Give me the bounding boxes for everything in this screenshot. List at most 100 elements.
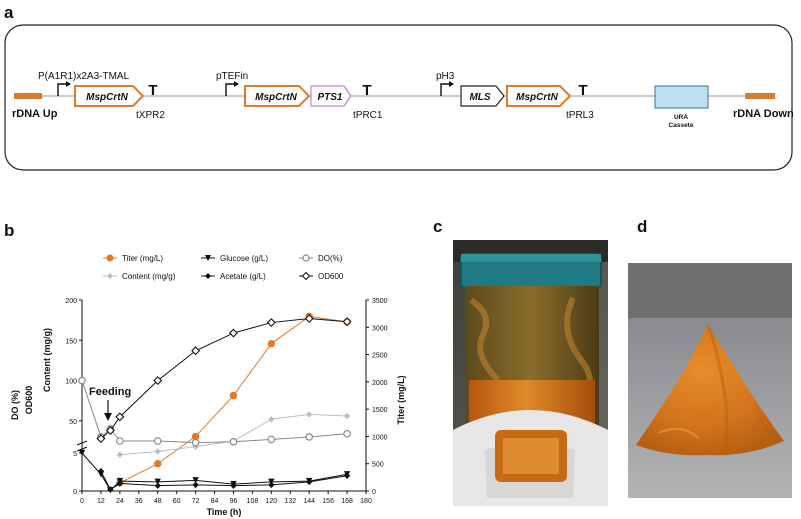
ura-label-line1: URA — [674, 114, 688, 121]
x-tick-label: 24 — [116, 498, 124, 505]
gene3-label: MLS — [469, 92, 490, 103]
y-axis-title-do: DO (%) — [10, 390, 20, 420]
ura-label-line2: Cassete — [669, 122, 694, 129]
promoter3-arrowhead-icon — [449, 81, 454, 87]
point-content-mg-g — [154, 448, 161, 455]
point-glucose-g-l — [154, 478, 161, 486]
x-tick-label: 156 — [322, 498, 334, 505]
point-od600 — [105, 426, 115, 436]
promoter2-label: pTEFin — [216, 71, 248, 82]
x-tick-label: 168 — [341, 498, 353, 505]
right-tick-label: 500 — [372, 462, 384, 469]
right-tick-label: 1500 — [372, 407, 388, 414]
point-od600 — [115, 412, 125, 422]
right-tick-label: 2000 — [372, 380, 388, 387]
point-do — [343, 429, 351, 438]
series-line-glucose-g-l — [81, 452, 348, 492]
terminator1-label: tXPR2 — [136, 110, 165, 121]
x-tick-label: 72 — [192, 498, 200, 505]
axis-break-mark — [76, 446, 88, 452]
point-acetate-g-l — [107, 486, 114, 493]
x-tick-label: 0 — [80, 498, 84, 505]
point-od600 — [266, 318, 276, 328]
legend-marker — [302, 254, 310, 262]
right-tick-label: 1000 — [372, 434, 388, 441]
construct-frame — [4, 24, 793, 171]
point-acetate-g-l — [230, 482, 237, 489]
point-do — [229, 438, 238, 446]
legend-label: Titer (mg/L) — [122, 254, 163, 263]
ura-cassette-box — [654, 85, 709, 109]
point-titer-mg-l — [191, 432, 200, 441]
legend-marker — [107, 273, 113, 279]
point-glucose-g-l — [78, 449, 86, 457]
left-tick-label: 5 — [73, 451, 77, 458]
promoter1-arrow-icon — [57, 83, 67, 96]
legend-marker — [205, 255, 211, 261]
point-titer-mg-l — [229, 391, 238, 400]
point-titer-mg-l — [154, 460, 162, 468]
legend-marker — [301, 271, 311, 281]
gene3-mls — [460, 85, 505, 107]
powder-photo — [628, 263, 792, 498]
right-tick-label: 0 — [372, 489, 376, 496]
feeding-annotation: Feeding — [89, 386, 131, 398]
promoter1-arrowhead-icon — [66, 81, 71, 87]
point-acetate-g-l — [268, 481, 275, 489]
gene1-label: MspCrtN — [86, 92, 128, 103]
promoter2-arrow-icon — [225, 83, 235, 96]
point-od600 — [304, 314, 314, 324]
legend-label: Content (mg/g) — [122, 272, 176, 281]
right-tick-label: 3000 — [372, 325, 388, 332]
point-content-mg-g — [268, 416, 275, 423]
y-axis-title-content: Content (mg/g) — [42, 328, 52, 392]
series-line-od600 — [100, 318, 348, 439]
terminator3-icon: T — [578, 82, 587, 99]
x-tick-label: 48 — [154, 498, 162, 505]
legend-marker — [106, 254, 114, 262]
panel-b-label: b — [4, 221, 14, 240]
bioreactor-photo — [453, 240, 608, 506]
panel-d-label: d — [637, 217, 647, 236]
gene1-mspcrtn — [74, 85, 145, 107]
x-tick-label: 108 — [247, 498, 259, 505]
y-axis-title-od600: OD600 — [24, 386, 34, 415]
point-do — [267, 435, 276, 444]
rdna-down-label: rDNA Down — [733, 108, 794, 120]
point-titer-mg-l — [267, 339, 276, 348]
point-od600 — [153, 376, 163, 386]
point-do — [153, 437, 162, 445]
pts1-label: PTS1 — [317, 92, 342, 103]
legend-label: Glucose (g/L) — [220, 254, 268, 263]
chart-legend: Titer (mg/L) Glucose (g/L) DO(%) Content (m… — [103, 254, 344, 281]
rdna-up-label: rDNA Up — [12, 108, 58, 120]
point-od600 — [342, 317, 352, 327]
series-line-content-mg-g — [119, 413, 348, 456]
feeding-arrowhead-icon — [104, 413, 112, 421]
left-tick-label: 100 — [65, 379, 77, 386]
terminator1-icon: T — [148, 82, 157, 99]
left-tick-label: 50 — [69, 419, 77, 426]
x-tick-label: 36 — [135, 498, 143, 505]
point-acetate-g-l — [343, 472, 351, 479]
point-od600 — [191, 346, 201, 356]
rdna-up-block — [14, 93, 42, 99]
point-do — [305, 433, 314, 441]
point-content-mg-g — [343, 412, 351, 420]
x-tick-label: 132 — [284, 498, 296, 505]
point-glucose-g-l — [192, 477, 199, 484]
y-axis-title-titer: Titer (mg/L) — [396, 375, 406, 424]
panel-a-label: a — [4, 3, 14, 22]
left-tick-label: 200 — [65, 298, 77, 305]
point-od600 — [228, 328, 238, 338]
series-line-titer-mg-l — [119, 315, 348, 484]
right-tick-label: 3500 — [372, 298, 388, 305]
terminator3-label: tPRL3 — [566, 110, 594, 121]
chart-plot-area: 0 12 24 36 48 60 72 84 96 108 120 132 144 156 168 18050… — [65, 298, 387, 505]
rdna-down-block — [745, 93, 775, 99]
legend-label: DO(%) — [318, 254, 343, 263]
point-acetate-g-l — [116, 480, 124, 487]
promoter3-label: pH3 — [436, 71, 455, 82]
right-tick-label: 2500 — [372, 353, 388, 360]
